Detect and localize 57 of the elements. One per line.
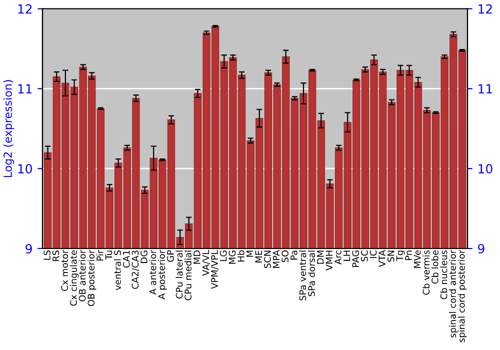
x-tick-label: LG	[220, 250, 227, 262]
x-tick-label: SPa ventral	[299, 250, 306, 300]
x-tick-label: MVe	[414, 250, 421, 268]
x-tick-label: A anterior	[149, 250, 156, 295]
y-tick-label: 10	[18, 164, 32, 174]
x-tick-label: SO	[282, 250, 288, 262]
x-tick-label: VTA	[378, 250, 386, 267]
x-tick-label: OB anterior	[78, 250, 86, 302]
x-tick-label: Pa	[290, 250, 298, 260]
x-tick-label: SPa dorsal	[308, 250, 315, 296]
x-tick-label: LH	[343, 250, 350, 261]
x-tick-label: A posterior	[158, 250, 167, 300]
x-tick-label: SN	[387, 250, 394, 262]
x-tick-label: OB posterior	[88, 250, 96, 306]
x-tick-label: Cx motor	[61, 250, 68, 291]
y2-tick-label: 11	[478, 84, 492, 94]
x-tick-label: DM	[317, 250, 324, 264]
x-tick-label: Cb lobe	[431, 250, 438, 284]
y2-tick-label: 10	[478, 164, 492, 174]
x-tick-label: Pir	[96, 250, 104, 260]
x-tick-label: SC	[361, 250, 368, 262]
x-tick-label: CPu lateral	[176, 250, 183, 298]
x-tick-label: CPu medial	[184, 250, 192, 300]
x-tick-label: LS	[44, 250, 50, 260]
x-tick-label: Cx cingulate	[70, 250, 79, 306]
x-tick-label: ME	[255, 250, 262, 262]
x-tick-label: RS	[52, 250, 60, 262]
y-tick-label: 9	[26, 244, 32, 254]
x-tick-label: spinal cord anterior	[449, 250, 458, 338]
x-tick-label: VPM/VPL	[211, 250, 219, 289]
y-tick-label: 12	[18, 4, 32, 14]
x-tick-label: Pn	[405, 250, 412, 260]
x-tick-label: Tu	[105, 250, 112, 260]
x-tick-label: GP	[167, 250, 174, 262]
x-tick-label: MD	[194, 250, 200, 264]
x-tick-label: Arc	[334, 250, 342, 264]
x-tick-label: spinal cord posterior	[458, 250, 467, 342]
x-tick-label: VMH	[326, 250, 332, 271]
x-tick-label: VA/VL	[202, 250, 210, 276]
x-tick-label: Hb	[237, 250, 244, 262]
y-tick-label: 11	[18, 84, 32, 94]
x-tick-label: ventral S	[114, 250, 121, 290]
y2-tick-label: 12	[478, 4, 492, 14]
x-tick-label: Tg	[396, 250, 405, 262]
x-tick-label: PAG	[352, 250, 360, 267]
x-tick-label: CA2/CA3	[132, 250, 140, 289]
x-tick-label: IC	[370, 250, 377, 258]
y-axis-title: Log2 (expression)	[3, 80, 14, 178]
x-tick-label: DG	[140, 250, 148, 263]
x-tick-label: MPA	[272, 250, 280, 268]
x-tick-label: MG	[228, 250, 236, 264]
x-tick-label: SCN	[264, 250, 271, 268]
y2-tick-label: 9	[478, 244, 484, 254]
x-tick-label: Cb nucleus	[440, 250, 448, 300]
x-tick-label: M	[246, 250, 254, 257]
x-tick-label: CA1	[122, 250, 130, 268]
x-tick-label: Cb vermis	[422, 250, 430, 295]
